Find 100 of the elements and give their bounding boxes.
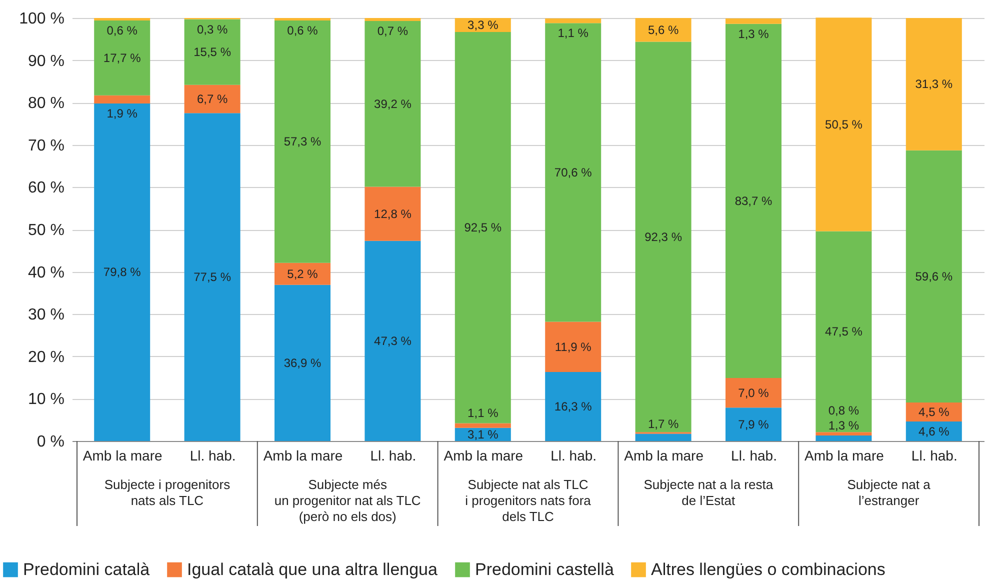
data-label: 92,3 % (644, 230, 682, 244)
data-label: 0,6 % (106, 24, 138, 38)
data-label: 17,7 % (103, 50, 142, 65)
x-tick-label: Ll. hab. (550, 448, 597, 464)
data-label: 92,5 % (464, 220, 502, 235)
y-tick-label: 60 % (28, 180, 64, 197)
y-tick-label: 20 % (28, 348, 64, 366)
bar (906, 422, 962, 441)
y-tick-label: 90 % (28, 52, 64, 70)
data-label: 5,2 % (287, 266, 318, 281)
y-tick-label: 30 % (28, 306, 64, 324)
data-label: 3,1 % (468, 427, 499, 442)
y-tick-label: 50 % (28, 222, 64, 239)
text: Subjecte nat a l’estranger (847, 477, 932, 508)
data-label: 1,1 % (558, 26, 589, 40)
bar (274, 284, 330, 441)
bar (364, 240, 421, 441)
data-label: 31,3 % (915, 77, 953, 92)
data-label: 4,5 % (918, 405, 950, 420)
x-tick-label: Amb la mare (263, 448, 343, 464)
bar (635, 42, 692, 432)
data-label: 83,7 % (734, 194, 773, 208)
bar (184, 113, 240, 441)
data-label: 16,3 % (554, 400, 592, 414)
data-label: 0,7 % (377, 24, 408, 38)
data-label: 77,5 % (194, 270, 232, 284)
data-label: 11,9 % (554, 340, 592, 354)
data-label: 0,3 % (196, 22, 228, 36)
x-tick-label: Ll. hab. (370, 448, 416, 464)
bar (454, 32, 511, 424)
data-label: 15,5 % (194, 45, 232, 60)
bar (816, 18, 872, 232)
text: Subjecte nat als TLC i progenitors nats fora dels TLC (465, 477, 592, 524)
x-tick-label: Ll. hab. (731, 448, 777, 464)
data-label: 5,6 % (648, 22, 679, 37)
data-label: 7,0 % (738, 386, 770, 400)
data-label: 1,9 % (106, 106, 138, 120)
text: Subjecte nat a la resta de l’Estat (644, 477, 774, 508)
data-label: 1,3 % (738, 26, 770, 41)
bar (635, 18, 692, 42)
data-label: 79,8 % (103, 265, 142, 280)
bar (816, 231, 872, 432)
y-tick-label: 10 % (28, 391, 64, 408)
bar (274, 262, 330, 285)
bar (94, 18, 150, 21)
bar (726, 408, 782, 441)
x-tick-label: Amb la mare (444, 448, 524, 464)
bar (94, 95, 150, 104)
bar (94, 103, 150, 441)
data-label: 36,9 % (284, 356, 322, 370)
bar (454, 423, 511, 428)
bar (545, 23, 602, 322)
bar (726, 378, 782, 408)
bar (635, 434, 692, 441)
bar (184, 19, 240, 85)
bar (364, 18, 421, 21)
data-label: 3,3 % (468, 18, 499, 32)
data-label: 0,8 % (828, 404, 860, 418)
y-tick-label: 70 % (28, 137, 64, 154)
legend-label: Predomini català (23, 560, 150, 579)
data-label: 1,7 % (648, 416, 679, 431)
y-tick-label: 40 % (28, 264, 64, 282)
bar (364, 186, 421, 241)
x-tick-label: Amb la mare (804, 448, 884, 464)
bar (906, 150, 962, 403)
data-label: 47,5 % (825, 324, 863, 339)
data-label: 47,3 % (374, 334, 412, 348)
x-tick-label: Amb la mare (82, 448, 162, 464)
text: Subjecte més un progenitor nat als TLC (però no els dos) (274, 477, 421, 524)
legend-label: Altres llengües o combinacions (651, 560, 886, 579)
legend-label: Predomini castellà (475, 560, 614, 579)
bar (184, 84, 240, 114)
bar (906, 18, 962, 150)
bar (726, 18, 782, 24)
data-label: 57,3 % (284, 134, 322, 149)
bar (545, 372, 602, 441)
data-label: 6,7 % (196, 92, 228, 106)
y-tick-label: 80 % (28, 95, 64, 112)
bar (364, 20, 421, 187)
x-tick-label: Ll. hab. (190, 448, 236, 464)
bar (545, 322, 602, 372)
data-label: 70,6 % (554, 165, 592, 180)
text: Subjecte i progenitors nats als TLC (104, 477, 231, 508)
bar (274, 18, 330, 21)
bar (816, 436, 872, 441)
data-label: 50,5 % (825, 117, 863, 132)
data-label: 1,1 % (468, 406, 499, 420)
data-label: 0,6 % (287, 24, 318, 38)
data-label: 7,9 % (738, 417, 770, 432)
data-label: 59,6 % (915, 269, 953, 284)
bar (726, 24, 782, 378)
legend-label: Igual català que una altra llengua (187, 560, 438, 579)
x-tick-label: Ll. hab. (911, 448, 958, 464)
bar (816, 432, 872, 436)
y-tick-label: 100 % (19, 10, 64, 28)
data-label: 39,2 % (374, 96, 412, 111)
bar (274, 20, 330, 263)
bar (545, 18, 602, 24)
data-label: 4,6 % (918, 424, 950, 438)
data-label: 12,8 % (374, 206, 412, 221)
